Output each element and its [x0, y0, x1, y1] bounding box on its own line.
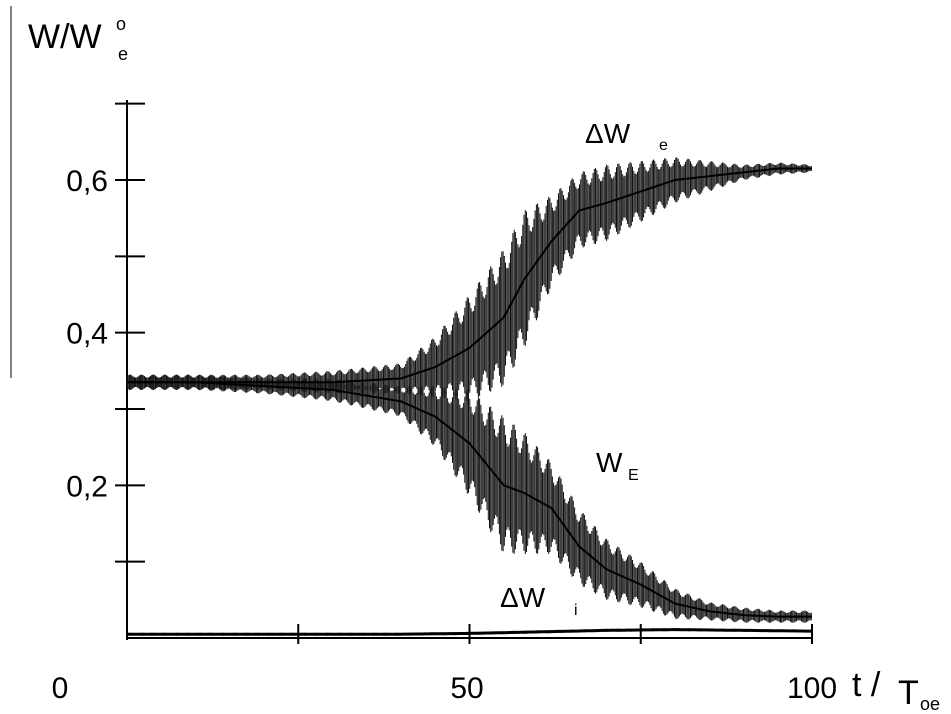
y-axis-label-sup: o — [116, 14, 126, 34]
series-label-dwi-main: ΔW — [500, 582, 546, 613]
series-label-dwe-main: ΔW — [585, 118, 631, 149]
x-axis-label-sub: oe — [920, 694, 940, 714]
y-axis-label-sub: e — [118, 44, 128, 64]
y-tick-label: 0,6 — [66, 165, 108, 198]
series-line-0 — [127, 167, 812, 384]
x-axis-label-main: t / — [852, 666, 881, 704]
series-label-dwe-sub: e — [659, 137, 668, 154]
series-label-we-sub: E — [628, 467, 639, 484]
x-tick-label: 50 — [450, 672, 483, 705]
x-axis-label-base: T — [898, 674, 919, 712]
x-tick-label: 0 — [52, 672, 69, 705]
series-line-1 — [127, 381, 812, 618]
series-line-2 — [127, 628, 812, 636]
y-tick-label: 0,4 — [66, 318, 108, 351]
y-axis-label-main: W/W — [28, 18, 102, 56]
series-band-0 — [126, 157, 812, 402]
series-label-we-main: W — [596, 447, 623, 478]
axis-ticks: 0,2 0,4 0,6 0 50 100 — [52, 102, 837, 705]
series-lines — [127, 167, 812, 636]
y-axis-label: W/W — [28, 18, 102, 56]
series-bands — [126, 157, 813, 636]
series-label-dwi-sub: i — [574, 602, 578, 619]
y-tick-label: 0,2 — [66, 470, 108, 503]
series-band-1 — [126, 374, 812, 623]
x-tick-label: 100 — [787, 672, 837, 705]
